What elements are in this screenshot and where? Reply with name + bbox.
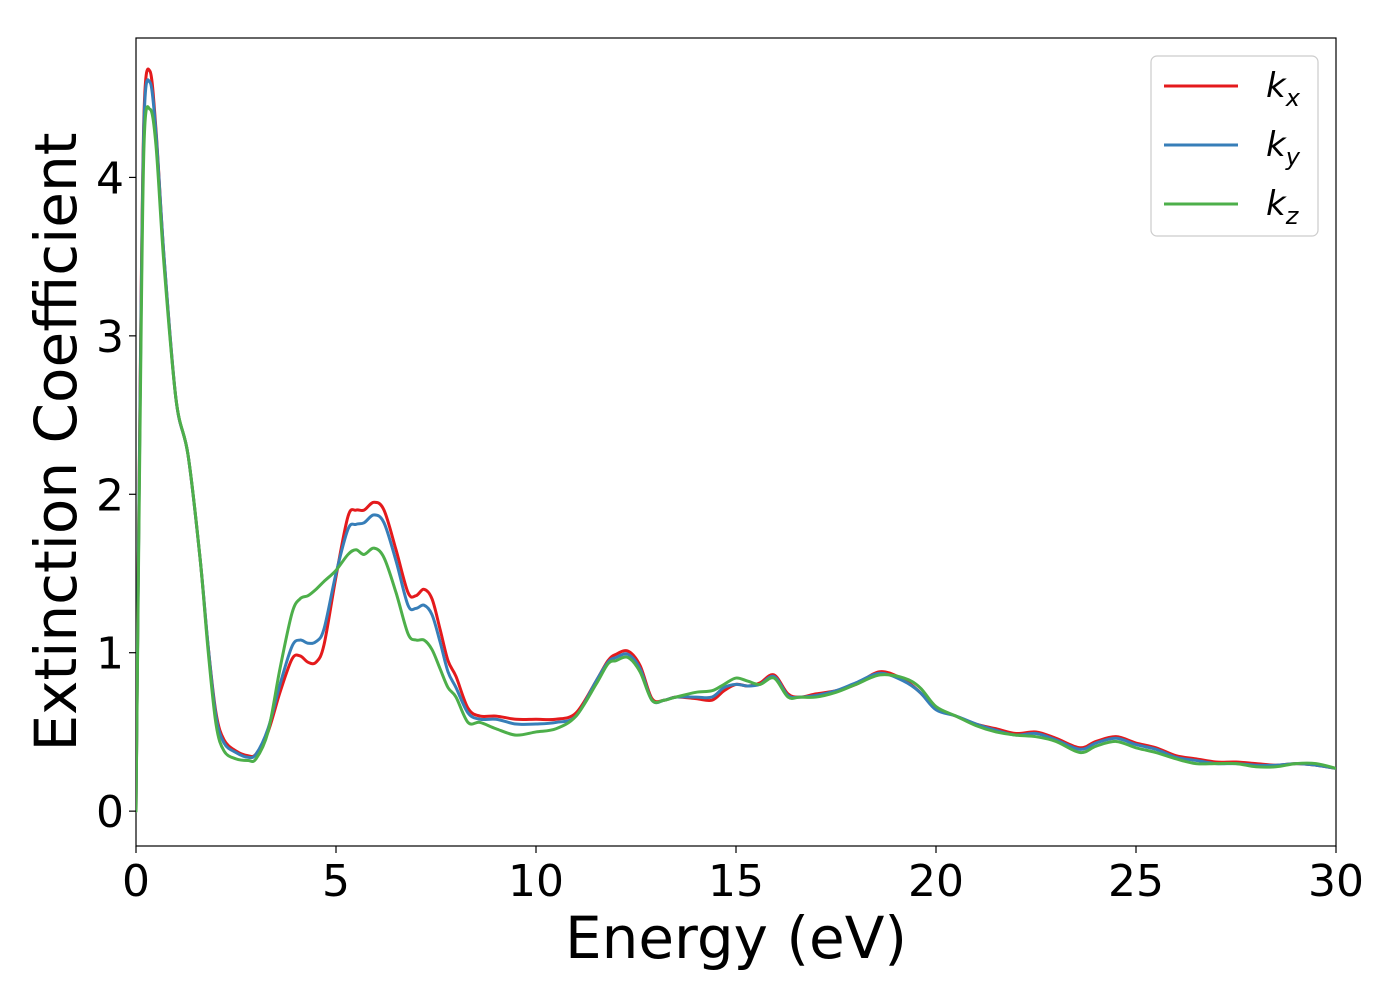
legend-label-z: kz xyxy=(1266,184,1300,230)
y-tick-label: 0 xyxy=(96,787,124,838)
y-axis-title: Extinction Coefficient xyxy=(22,133,90,752)
y-tick-label: 3 xyxy=(96,312,124,363)
x-tick-label: 15 xyxy=(708,856,764,907)
legend-label-subscript: z xyxy=(1285,202,1300,230)
series-line-x xyxy=(136,67,1336,813)
y-axis-ticks: 0 1 2 3 4 xyxy=(96,153,136,838)
legend-label-subscript: x xyxy=(1285,84,1301,112)
y-tick-label: 4 xyxy=(96,153,124,204)
legend-label-base: k xyxy=(1266,66,1287,106)
x-tick-label: 0 xyxy=(122,856,150,907)
series-line-y xyxy=(136,78,1336,813)
y-tick-label: 2 xyxy=(96,470,124,521)
x-axis-title: Energy (eV) xyxy=(565,904,907,972)
x-tick-label: 10 xyxy=(508,856,564,907)
legend-label-subscript: y xyxy=(1285,143,1301,171)
legend-label-base: k xyxy=(1266,125,1287,165)
x-tick-label: 5 xyxy=(322,856,350,907)
legend-label-y: ky xyxy=(1266,125,1301,171)
y-tick-label: 1 xyxy=(96,629,124,680)
legend-label-base: k xyxy=(1266,184,1287,224)
x-tick-label: 25 xyxy=(1108,856,1164,907)
legend-label-x: kx xyxy=(1266,66,1301,112)
x-axis-ticks: 0 5 10 15 20 25 30 xyxy=(122,846,1364,907)
series-line-z xyxy=(136,105,1336,813)
series-layer xyxy=(136,67,1336,813)
x-tick-label: 20 xyxy=(908,856,964,907)
x-tick-label: 30 xyxy=(1308,856,1364,907)
